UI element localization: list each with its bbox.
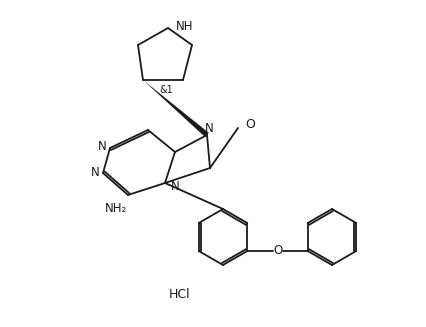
Text: O: O [273, 245, 282, 257]
Text: NH₂: NH₂ [105, 202, 127, 215]
Text: N: N [204, 123, 213, 135]
Polygon shape [143, 80, 209, 137]
Text: O: O [245, 118, 255, 131]
Text: NH: NH [176, 20, 193, 32]
Text: N: N [98, 140, 107, 152]
Text: N: N [91, 166, 100, 180]
Text: HCl: HCl [169, 288, 191, 301]
Text: N: N [171, 181, 180, 194]
Text: &1: &1 [159, 85, 173, 95]
